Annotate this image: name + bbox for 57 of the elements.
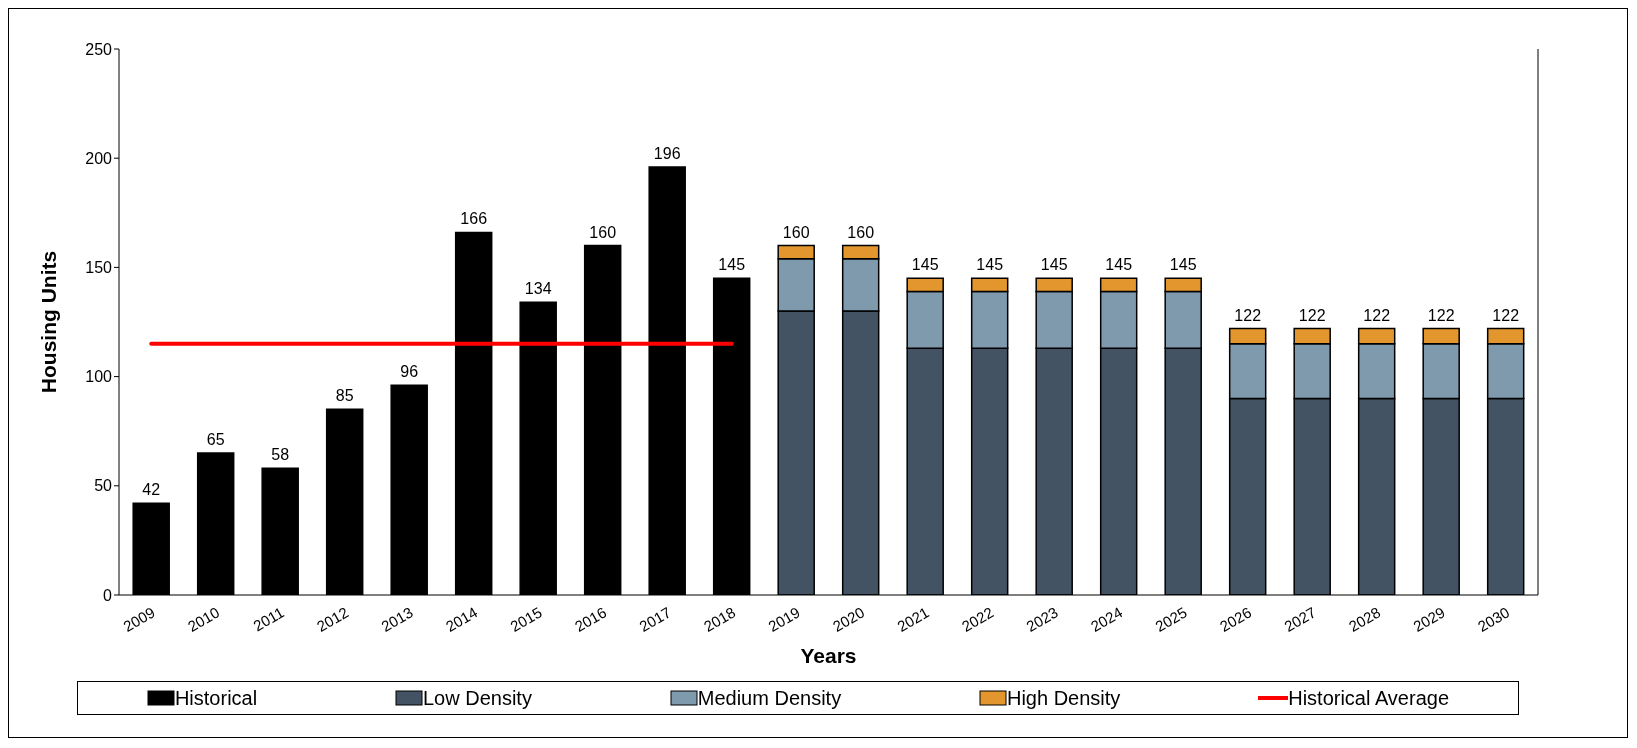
- x-tick-label: 2015: [507, 603, 545, 635]
- x-tick-label: 2028: [1345, 603, 1384, 635]
- x-tick-label: 2013: [378, 603, 416, 635]
- y-tick-label: 150: [85, 259, 113, 277]
- total-label: 85: [335, 387, 354, 405]
- total-label: 160: [782, 223, 810, 241]
- x-tick-label: 2027: [1281, 603, 1319, 635]
- x-tick-label: 2014: [442, 603, 481, 635]
- total-label: 145: [1169, 256, 1197, 274]
- total-label: 166: [460, 210, 488, 228]
- legend-label: Low Density: [422, 686, 532, 710]
- total-label: 65: [206, 431, 225, 449]
- total-label: 122: [1363, 306, 1391, 324]
- legend-label: Medium Density: [697, 686, 842, 710]
- x-tick-label: 2024: [1087, 603, 1126, 635]
- y-tick-label: 200: [85, 149, 113, 167]
- y-axis-title: Housing Units: [37, 250, 61, 394]
- y-tick-label: 50: [94, 477, 113, 495]
- x-tick-label: 2018: [700, 603, 739, 635]
- total-label: 145: [911, 256, 939, 274]
- y-tick-label: 0: [103, 586, 113, 604]
- x-tick-label: 2012: [313, 603, 352, 635]
- x-tick-label: 2011: [250, 603, 287, 635]
- x-tick-label: 2023: [1023, 603, 1061, 635]
- y-tick-label: 250: [85, 40, 113, 58]
- x-tick-label: 2009: [120, 603, 158, 635]
- total-label: 122: [1234, 306, 1262, 324]
- total-label: 145: [1040, 256, 1068, 274]
- total-label: 122: [1492, 306, 1520, 324]
- x-tick-label: 2026: [1216, 603, 1255, 635]
- total-label: 160: [589, 223, 617, 241]
- total-label: 145: [1105, 256, 1133, 274]
- x-tick-label: 2029: [1410, 603, 1448, 635]
- total-label: 145: [976, 256, 1004, 274]
- x-tick-label: 2016: [571, 603, 610, 635]
- total-label: 58: [271, 446, 290, 464]
- legend-label: High Density: [1006, 686, 1121, 710]
- total-label: 145: [718, 256, 746, 274]
- x-tick-label: 2010: [184, 603, 223, 635]
- legend-label: Historical Average: [1288, 686, 1450, 710]
- legend-label: Historical: [174, 686, 258, 710]
- total-label: 122: [1427, 306, 1455, 324]
- x-tick-label: 2025: [1152, 603, 1190, 635]
- x-tick-label: 2020: [829, 603, 868, 635]
- total-label: 122: [1298, 306, 1326, 324]
- total-label: 42: [142, 481, 161, 499]
- total-label: 134: [524, 280, 552, 298]
- x-tick-label: 2019: [765, 603, 803, 635]
- total-label: 196: [653, 144, 681, 162]
- x-tick-label: 2030: [1474, 603, 1513, 635]
- y-tick-label: 100: [85, 368, 113, 386]
- total-label: 96: [400, 363, 419, 381]
- x-tick-label: 2017: [636, 603, 674, 635]
- x-axis-title: Years: [800, 644, 857, 667]
- total-label: 160: [847, 223, 875, 241]
- x-tick-label: 2021: [894, 603, 932, 635]
- x-tick-label: 2022: [958, 603, 997, 635]
